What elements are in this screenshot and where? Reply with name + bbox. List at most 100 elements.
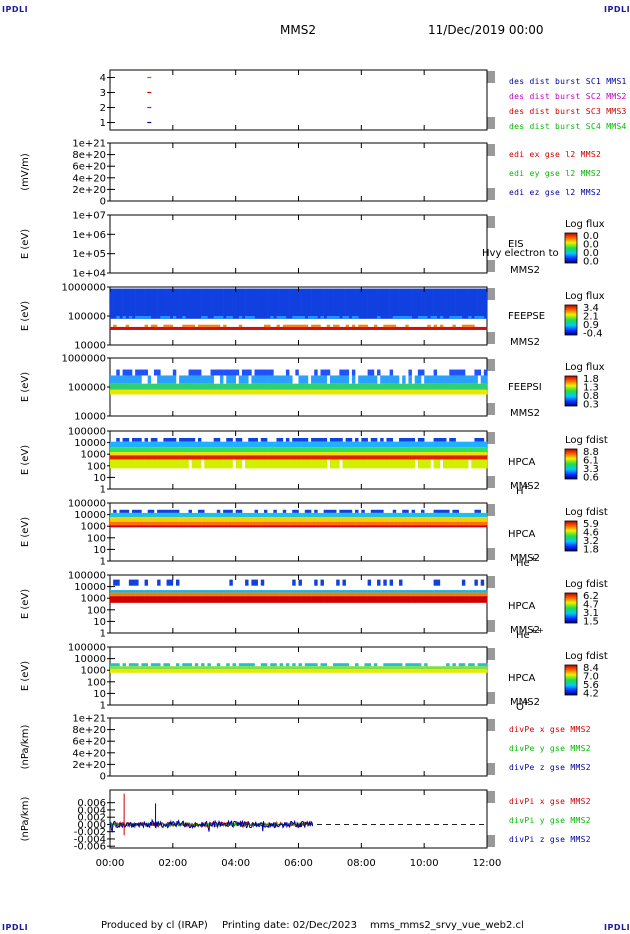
spectrogram-cell bbox=[329, 452, 334, 456]
spectrogram-cell bbox=[241, 517, 246, 522]
spectrogram-cell bbox=[131, 383, 136, 390]
spectrogram-cell bbox=[355, 666, 359, 670]
spectrogram-cell bbox=[128, 441, 133, 448]
spectrogram-cell bbox=[424, 669, 428, 673]
spectrogram-cell bbox=[238, 521, 243, 526]
spectrogram-cell bbox=[461, 590, 466, 593]
spectrogram-cell bbox=[135, 669, 139, 673]
spectrogram-cell bbox=[402, 525, 406, 528]
spectrogram-cell bbox=[160, 521, 164, 526]
spectrogram-cell bbox=[339, 521, 343, 526]
spectrogram-cell bbox=[119, 666, 123, 670]
spectrogram-cell bbox=[408, 369, 412, 376]
spectrogram-cell bbox=[408, 592, 412, 597]
spectrogram-cell bbox=[317, 455, 321, 460]
spectrogram-cell bbox=[216, 525, 221, 528]
spectrogram-cell bbox=[191, 517, 196, 522]
spectrogram-cell bbox=[194, 525, 199, 528]
spectrogram-cell bbox=[351, 517, 356, 522]
spectrogram-cell bbox=[483, 590, 488, 593]
spectrogram-cell bbox=[483, 459, 488, 469]
spectrogram-cell bbox=[329, 669, 334, 673]
spectrogram-cell bbox=[317, 517, 321, 522]
spectrogram bbox=[110, 369, 488, 395]
spectrogram-cell bbox=[229, 669, 233, 673]
spectrogram-cell bbox=[232, 389, 236, 395]
spectrogram-cell bbox=[119, 669, 123, 673]
spectrogram-cell bbox=[408, 512, 412, 518]
spectrogram-cell bbox=[144, 324, 148, 327]
spectrogram-cell bbox=[399, 579, 403, 586]
spectrogram-cell bbox=[182, 316, 186, 319]
spectrogram-cell bbox=[358, 441, 362, 448]
spectrogram-cell bbox=[408, 452, 412, 456]
spectrogram-cell bbox=[323, 375, 328, 384]
spectrogram-cell bbox=[386, 590, 390, 593]
spectrogram-cell bbox=[474, 459, 478, 469]
spectrogram-cell bbox=[304, 590, 309, 593]
spectrogram-cell bbox=[166, 326, 170, 330]
spectrogram-cell bbox=[172, 452, 177, 456]
spectrogram-cell bbox=[289, 525, 293, 528]
spectrogram-cell bbox=[235, 590, 240, 593]
spectrogram-cell bbox=[241, 375, 246, 384]
spectrogram-cell bbox=[323, 592, 328, 597]
spectrogram-cell bbox=[405, 437, 409, 442]
spectrogram-cell bbox=[395, 375, 400, 384]
spectrogram-cell bbox=[166, 596, 170, 603]
spectrogram-cell bbox=[402, 509, 406, 513]
spectrogram-cell bbox=[147, 326, 152, 330]
spectrogram-cell bbox=[320, 459, 324, 469]
spectrogram-cell bbox=[213, 369, 218, 376]
spectrogram-cell bbox=[452, 324, 456, 327]
spectrogram-cell bbox=[201, 383, 205, 390]
spectrogram-cell bbox=[314, 521, 318, 526]
spectrogram-cell bbox=[163, 441, 167, 448]
spectrogram-cell bbox=[179, 383, 183, 390]
spectrogram-cell bbox=[150, 455, 155, 460]
spectrogram-cell bbox=[411, 452, 416, 456]
spectrogram-cell bbox=[458, 316, 463, 319]
spectrogram-cell bbox=[430, 383, 434, 390]
spectrogram-cell bbox=[465, 324, 469, 327]
spectrogram-cell bbox=[449, 517, 453, 522]
spectrogram-cell bbox=[119, 441, 123, 448]
spectrogram-cell bbox=[320, 369, 324, 376]
spectrogram-cell bbox=[383, 579, 387, 586]
spectrogram-cell bbox=[110, 389, 114, 395]
spectrogram-cell bbox=[414, 666, 419, 670]
spectrogram-cell bbox=[138, 375, 142, 384]
spectrogram-cell bbox=[433, 452, 438, 456]
spectrogram-cell bbox=[355, 525, 359, 528]
spectrogram-cell bbox=[138, 669, 142, 673]
spectrogram-cell bbox=[122, 455, 127, 460]
spectrogram-cell bbox=[298, 521, 302, 526]
spectrogram-cell bbox=[131, 447, 136, 453]
spectrogram-cell bbox=[285, 437, 290, 442]
spectrogram-cell bbox=[270, 326, 274, 330]
spectrogram-cell bbox=[414, 521, 419, 526]
panel-11: 0.0060.0040.0020.000-0.002-0.004-0.006(n… bbox=[20, 789, 591, 853]
spectrogram-cell bbox=[119, 288, 123, 319]
spectrogram-cell bbox=[285, 669, 290, 673]
spectrogram-cell bbox=[245, 375, 249, 384]
spectrogram-cell bbox=[289, 389, 293, 395]
spectrogram-cell bbox=[201, 512, 205, 518]
spectrogram-cell bbox=[336, 389, 340, 395]
spectrogram-cell bbox=[402, 389, 406, 395]
spacecraft-label: MMS2 bbox=[510, 697, 540, 708]
spectrogram-cell bbox=[339, 326, 343, 330]
spectrogram-cell bbox=[307, 590, 312, 593]
spectrogram-cell bbox=[245, 666, 249, 670]
spectrogram-cell bbox=[461, 592, 466, 597]
spectrogram-cell bbox=[301, 525, 306, 528]
spectrogram-cell bbox=[119, 383, 123, 390]
spectrogram-cell bbox=[263, 596, 268, 603]
spectrogram-cell bbox=[336, 455, 340, 460]
spectrogram-cell bbox=[263, 525, 268, 528]
spectrogram-cell bbox=[461, 447, 466, 453]
spectrogram-cell bbox=[339, 455, 343, 460]
spectrogram-cell bbox=[185, 459, 189, 469]
